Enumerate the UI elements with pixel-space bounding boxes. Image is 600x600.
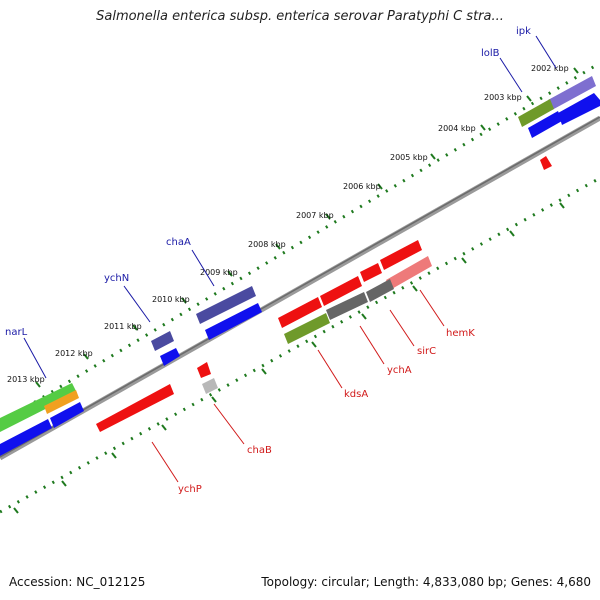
- cds-blue-narL: [0, 419, 52, 456]
- cds-blue-chaA: [205, 303, 262, 340]
- backbone: [0, 115, 600, 461]
- gene-label-hemK: hemK: [446, 328, 475, 339]
- gene-label-sirC: sirC: [417, 346, 436, 357]
- tick-label-2009: 2009 kbp: [200, 268, 238, 277]
- gene-label-lolB: lolB: [481, 48, 500, 59]
- tick-label-2006: 2006 kbp: [343, 182, 381, 191]
- gene-narL-block: [0, 383, 77, 432]
- tick-label-2005: 2005 kbp: [390, 153, 428, 162]
- cds-blue-narL-2: [50, 402, 84, 428]
- gene-sirC-block: [366, 279, 394, 302]
- tick-label-2008: 2008 kbp: [248, 240, 286, 249]
- gene-ychA-block: [326, 292, 368, 320]
- cds-red-upper-2: [360, 263, 382, 282]
- tick-label-2013: 2013 kbp: [7, 375, 45, 384]
- cds-red-chaB: [197, 362, 211, 378]
- reverse-tick-ring: [0, 176, 600, 514]
- cds-red-upper-3: [320, 276, 362, 306]
- gene-label-narL: narL: [5, 327, 28, 338]
- gene-label-ychN: ychN: [104, 273, 129, 284]
- genome-summary-text: Topology: circular; Length: 4,833,080 bp…: [261, 575, 591, 589]
- tick-label-2004: 2004 kbp: [438, 124, 476, 133]
- gene-kdsA-block: [284, 313, 330, 344]
- tick-label-2002: 2002 kbp: [531, 64, 569, 73]
- tick-label-2011: 2011 kbp: [104, 322, 142, 331]
- forward-major-ticks: [35, 67, 579, 388]
- gene-ipk-arrow: [548, 76, 596, 110]
- gene-hemK-block: [386, 256, 432, 290]
- cds-blue-2: [558, 93, 600, 125]
- gene-lolB-block: [518, 99, 554, 127]
- gene-label-ychP: ychP: [178, 484, 202, 495]
- cds-red-upper-1: [380, 240, 422, 270]
- cds-orange: [44, 390, 79, 414]
- tick-label-2007: 2007 kbp: [296, 211, 334, 220]
- reverse-gene-labels: hemK sirC ychA kdsA chaB ychP: [151, 289, 475, 495]
- gene-label-ychA: ychA: [387, 365, 412, 376]
- forward-gene-labels: ipk lolB chaA ychN narL: [5, 26, 557, 379]
- gene-label-chaA: chaA: [166, 237, 191, 248]
- gene-chaB-block: [202, 378, 218, 394]
- gene-label-chaB: chaB: [247, 445, 272, 456]
- cds-red-small-top: [540, 156, 552, 170]
- tick-label-2012: 2012 kbp: [55, 349, 93, 358]
- reverse-major-ticks: [13, 202, 565, 514]
- cds-blue-ychN: [160, 348, 180, 366]
- cds-red-upper-4: [278, 297, 322, 328]
- reverse-features: [96, 240, 432, 432]
- accession-text: Accession: NC_012125: [9, 575, 146, 589]
- tick-labels: 2002 kbp 2003 kbp 2004 kbp 2005 kbp 2006…: [7, 64, 569, 384]
- gene-ychP-block: [96, 384, 174, 432]
- forward-features: [0, 76, 600, 456]
- forward-tick-ring: [0, 61, 600, 425]
- gene-label-ipk: ipk: [516, 26, 531, 37]
- tick-label-2010: 2010 kbp: [152, 295, 190, 304]
- cds-blue-1: [528, 111, 562, 138]
- tick-label-2003: 2003 kbp: [484, 93, 522, 102]
- gene-label-kdsA: kdsA: [344, 389, 368, 400]
- gene-chaA-block: [196, 286, 256, 324]
- map-title: Salmonella enterica subsp. enterica sero…: [96, 9, 504, 24]
- gene-ychN-block: [151, 331, 174, 351]
